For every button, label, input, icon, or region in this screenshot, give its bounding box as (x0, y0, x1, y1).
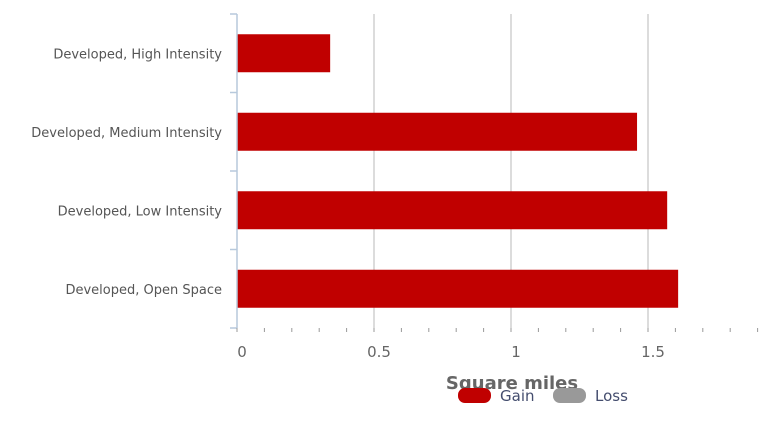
category-label: Developed, Medium Intensity (31, 126, 222, 141)
x-tick-label: 1 (511, 343, 521, 361)
bars (237, 34, 679, 308)
x-tick-labels: 00.511.52 (237, 343, 665, 361)
category-labels: Developed, High Intensity Developed, Medi… (31, 47, 222, 298)
x-axis (236, 328, 759, 332)
legend-label-gain[interactable]: Gain (500, 387, 535, 405)
category-label: Developed, Open Space (65, 283, 222, 298)
x-tick-label: 0.5 (367, 343, 391, 361)
category-label: Developed, Low Intensity (58, 204, 223, 219)
legend-swatch-gain[interactable] (458, 388, 491, 403)
bar-gain[interactable] (237, 112, 638, 151)
x-tick-label: 0 (237, 343, 247, 361)
category-label: Developed, High Intensity (53, 47, 222, 62)
legend-label-loss[interactable]: Loss (595, 387, 628, 405)
y-axis (230, 13, 238, 329)
x-tick-label: 1.5 (641, 343, 665, 361)
legend-swatch-loss[interactable] (553, 388, 586, 403)
bar-gain[interactable] (237, 269, 679, 308)
bar-gain[interactable] (237, 34, 331, 73)
bar-gain[interactable] (237, 191, 668, 230)
legend: Gain Loss (458, 387, 628, 405)
